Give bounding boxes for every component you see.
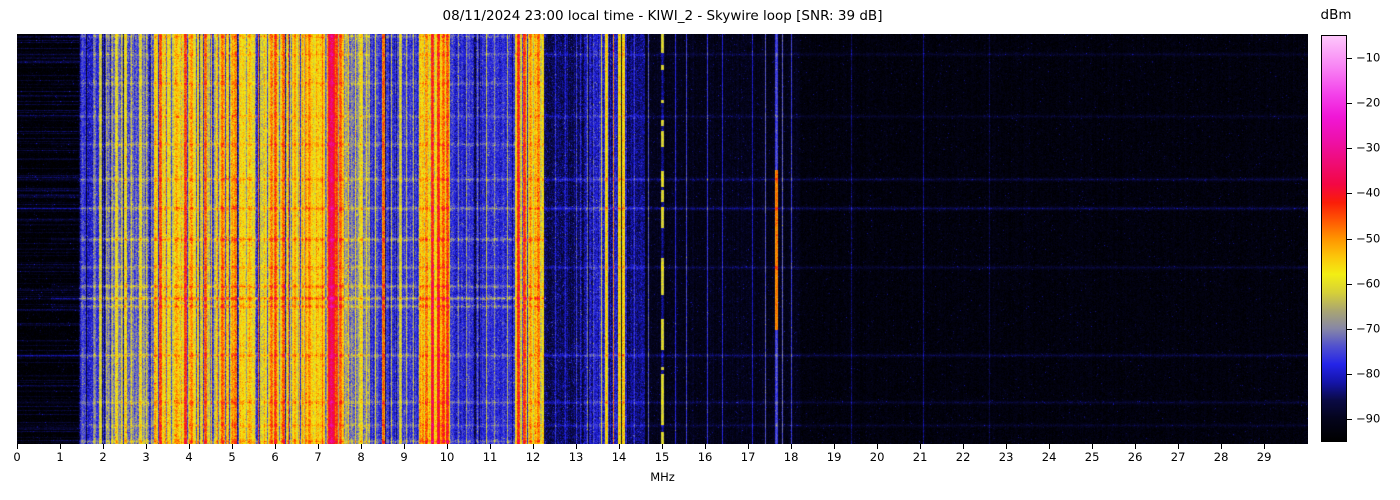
colorbar-tick-mark [1347, 419, 1352, 421]
x-tick-mark [1092, 444, 1094, 449]
x-tick-label: 23 [998, 450, 1014, 464]
x-tick-mark [533, 444, 535, 449]
x-tick-label: 29 [1256, 450, 1272, 464]
x-tick-mark [920, 444, 922, 449]
x-tick-label: 22 [955, 450, 971, 464]
colorbar-tick-label: −50 [1356, 231, 1381, 246]
x-tick-label: 4 [185, 450, 193, 464]
x-tick-mark [60, 444, 61, 449]
x-tick-mark [404, 444, 406, 449]
x-tick-mark [1006, 444, 1008, 449]
x-tick-mark [1135, 444, 1137, 449]
x-tick-label: 13 [568, 450, 584, 464]
x-tick-mark [146, 444, 147, 449]
colorbar-tick-mark [1347, 283, 1352, 285]
x-tick-mark [447, 444, 449, 449]
x-tick-mark [576, 444, 578, 449]
x-tick-mark [877, 444, 879, 449]
x-tick-label: 27 [1170, 450, 1186, 464]
x-tick-mark [1221, 444, 1223, 449]
x-tick-label: 7 [314, 450, 322, 464]
colorbar-gradient [1321, 35, 1347, 442]
colorbar-tick-mark [1347, 374, 1352, 376]
colorbar-tick-label: −60 [1356, 276, 1381, 291]
x-tick-label: 14 [611, 450, 627, 464]
x-tick-label: 28 [1213, 450, 1229, 464]
colorbar-tick-label: −30 [1356, 140, 1381, 155]
x-tick-label: 9 [400, 450, 408, 464]
colorbar-tick-label: −90 [1356, 412, 1381, 427]
x-tick-mark [361, 444, 363, 449]
colorbar-tick-label: −70 [1356, 321, 1381, 336]
colorbar-tick-label: −40 [1356, 185, 1381, 200]
x-tick-label: 2 [99, 450, 107, 464]
colorbar-tick-label: −80 [1356, 366, 1381, 381]
colorbar-label: dBm [1320, 7, 1352, 23]
spectrogram-canvas [17, 34, 1308, 444]
x-tick-label: 1 [56, 450, 64, 464]
x-tick-mark [791, 444, 793, 449]
x-tick-label: 24 [1041, 450, 1057, 464]
colorbar-tick-label: −10 [1356, 50, 1381, 65]
x-tick-mark [103, 444, 104, 449]
colorbar-tick-mark [1347, 328, 1352, 330]
colorbar-tick-mark [1347, 238, 1352, 240]
x-tick-mark [189, 444, 191, 449]
x-tick-mark [1178, 444, 1180, 449]
colorbar-tick-mark [1347, 57, 1352, 59]
x-tick-mark [834, 444, 836, 449]
x-tick-label: 26 [1127, 450, 1143, 464]
x-tick-label: 19 [826, 450, 842, 464]
x-tick-mark [705, 444, 707, 449]
x-tick-label: 11 [482, 450, 498, 464]
x-tick-label: 16 [697, 450, 713, 464]
x-tick-mark [275, 444, 277, 449]
colorbar-tick-mark [1347, 193, 1352, 195]
x-tick-mark [748, 444, 750, 449]
colorbar-tick-mark [1347, 102, 1352, 104]
x-tick-label: 5 [228, 450, 236, 464]
x-tick-label: 3 [142, 450, 150, 464]
x-tick-mark [1264, 444, 1266, 449]
x-tick-label: 25 [1084, 450, 1100, 464]
x-tick-mark [232, 444, 234, 449]
x-tick-label: 6 [271, 450, 279, 464]
x-tick-mark [662, 444, 664, 449]
x-tick-mark [619, 444, 621, 449]
x-tick-label: 17 [740, 450, 756, 464]
plot-title: 08/11/2024 23:00 local time - KIWI_2 - S… [442, 8, 883, 24]
colorbar-tick-label: −20 [1356, 95, 1381, 110]
x-tick-label: 10 [439, 450, 455, 464]
x-tick-mark [318, 444, 320, 449]
colorbar-tick-mark [1347, 148, 1352, 150]
x-tick-label: 12 [525, 450, 541, 464]
x-tick-mark [963, 444, 965, 449]
x-tick-label: 0 [13, 450, 21, 464]
x-tick-mark [490, 444, 492, 449]
x-tick-label: 18 [783, 450, 799, 464]
x-tick-mark [1049, 444, 1051, 449]
x-tick-label: 15 [654, 450, 670, 464]
x-axis-label: MHz [650, 470, 675, 484]
x-tick-label: 21 [912, 450, 928, 464]
x-tick-label: 8 [357, 450, 365, 464]
x-tick-label: 20 [869, 450, 885, 464]
x-tick-mark [17, 444, 18, 449]
